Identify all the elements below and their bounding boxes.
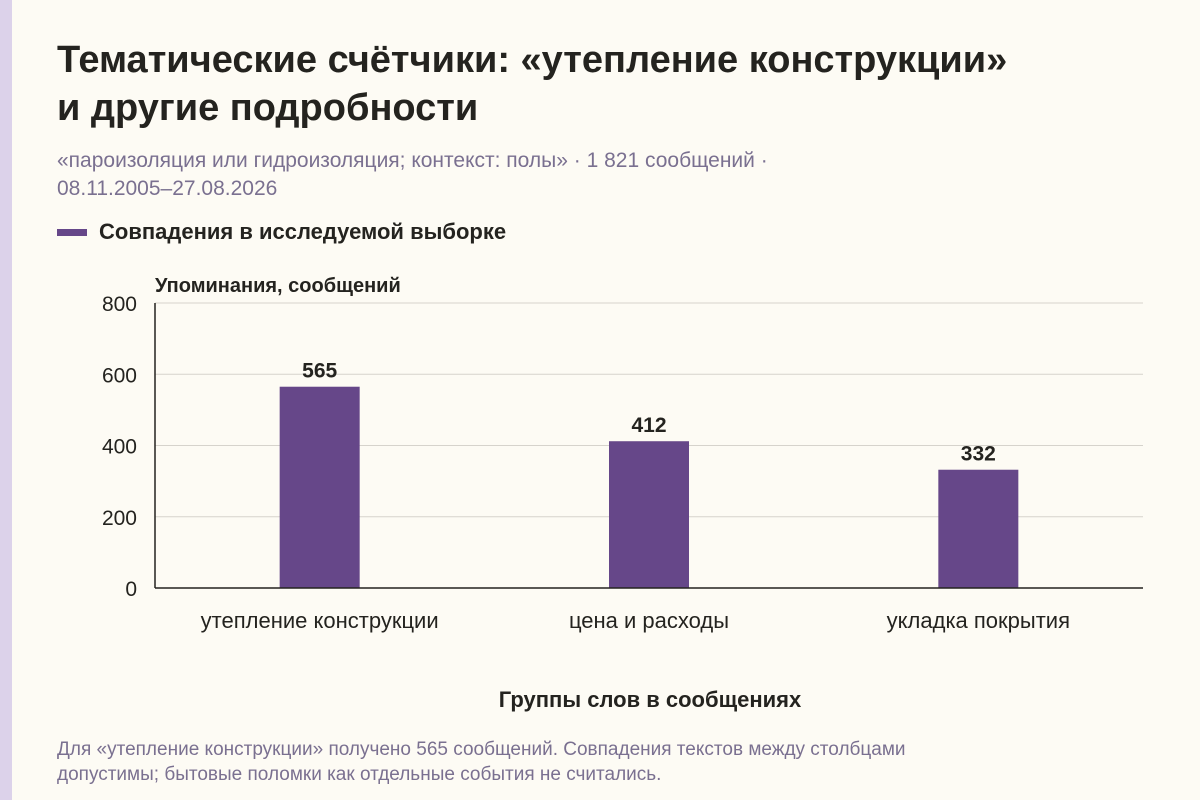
chart-subtitle-line-2: 08.11.2005–27.08.2026 bbox=[57, 177, 278, 200]
y-tick-label: 800 bbox=[102, 293, 137, 316]
bar-1 bbox=[609, 441, 689, 588]
y-tick-label: 600 bbox=[102, 364, 137, 387]
y-tick-label: 0 bbox=[125, 578, 137, 601]
x-tick-labels: утепление конструкции цена и расходы уклад… bbox=[201, 608, 1070, 633]
legend-swatch bbox=[57, 228, 87, 236]
bar-0 bbox=[279, 386, 360, 588]
footnote-line-2: допустимы; бытовые поломки как отдельные… bbox=[57, 764, 662, 785]
x-tick-label: укладка покрытия bbox=[887, 608, 1070, 633]
chart-subtitle-line-1: «пароизоляция или гидроизоляция; контекс… bbox=[57, 149, 768, 172]
x-tick-label: утепление конструкции bbox=[201, 608, 439, 633]
axes bbox=[154, 303, 1143, 589]
y-tick-label: 200 bbox=[102, 507, 137, 530]
footnote: Для «утепление конструкции» получено 565… bbox=[57, 737, 1157, 787]
chart-subtitle: «пароизоляция или гидроизоляция; контекс… bbox=[57, 147, 1157, 203]
side-accent-strip bbox=[0, 0, 12, 800]
footnote-line-1: Для «утепление конструкции» получено 565… bbox=[57, 739, 906, 760]
bar-value-label: 332 bbox=[961, 443, 996, 466]
bar-2 bbox=[938, 469, 1019, 588]
chart-legend: Совпадения в исследуемой выборке bbox=[57, 218, 506, 246]
legend-label: Совпадения в исследуемой выборке bbox=[99, 219, 507, 244]
y-tick-labels: 0 200 400 600 800 bbox=[102, 293, 137, 601]
chart-title: Тематические счётчики: «утепление констр… bbox=[57, 36, 1157, 132]
chart-title-line-1: Тематические счётчики: «утепление констр… bbox=[57, 39, 1008, 81]
y-tick-label: 400 bbox=[102, 436, 137, 459]
x-tick-label: цена и расходы bbox=[569, 608, 729, 633]
chart-title-line-2: и другие подробности bbox=[57, 87, 479, 129]
y-axis-label: Упоминания, сообщений bbox=[155, 275, 401, 297]
bars bbox=[279, 386, 1019, 588]
bar-value-label: 412 bbox=[631, 414, 666, 437]
x-axis-label: Группы слов в сообщениях bbox=[499, 687, 802, 712]
value-labels: 565 412 332 bbox=[302, 360, 996, 466]
bar-value-label: 565 bbox=[302, 360, 337, 383]
